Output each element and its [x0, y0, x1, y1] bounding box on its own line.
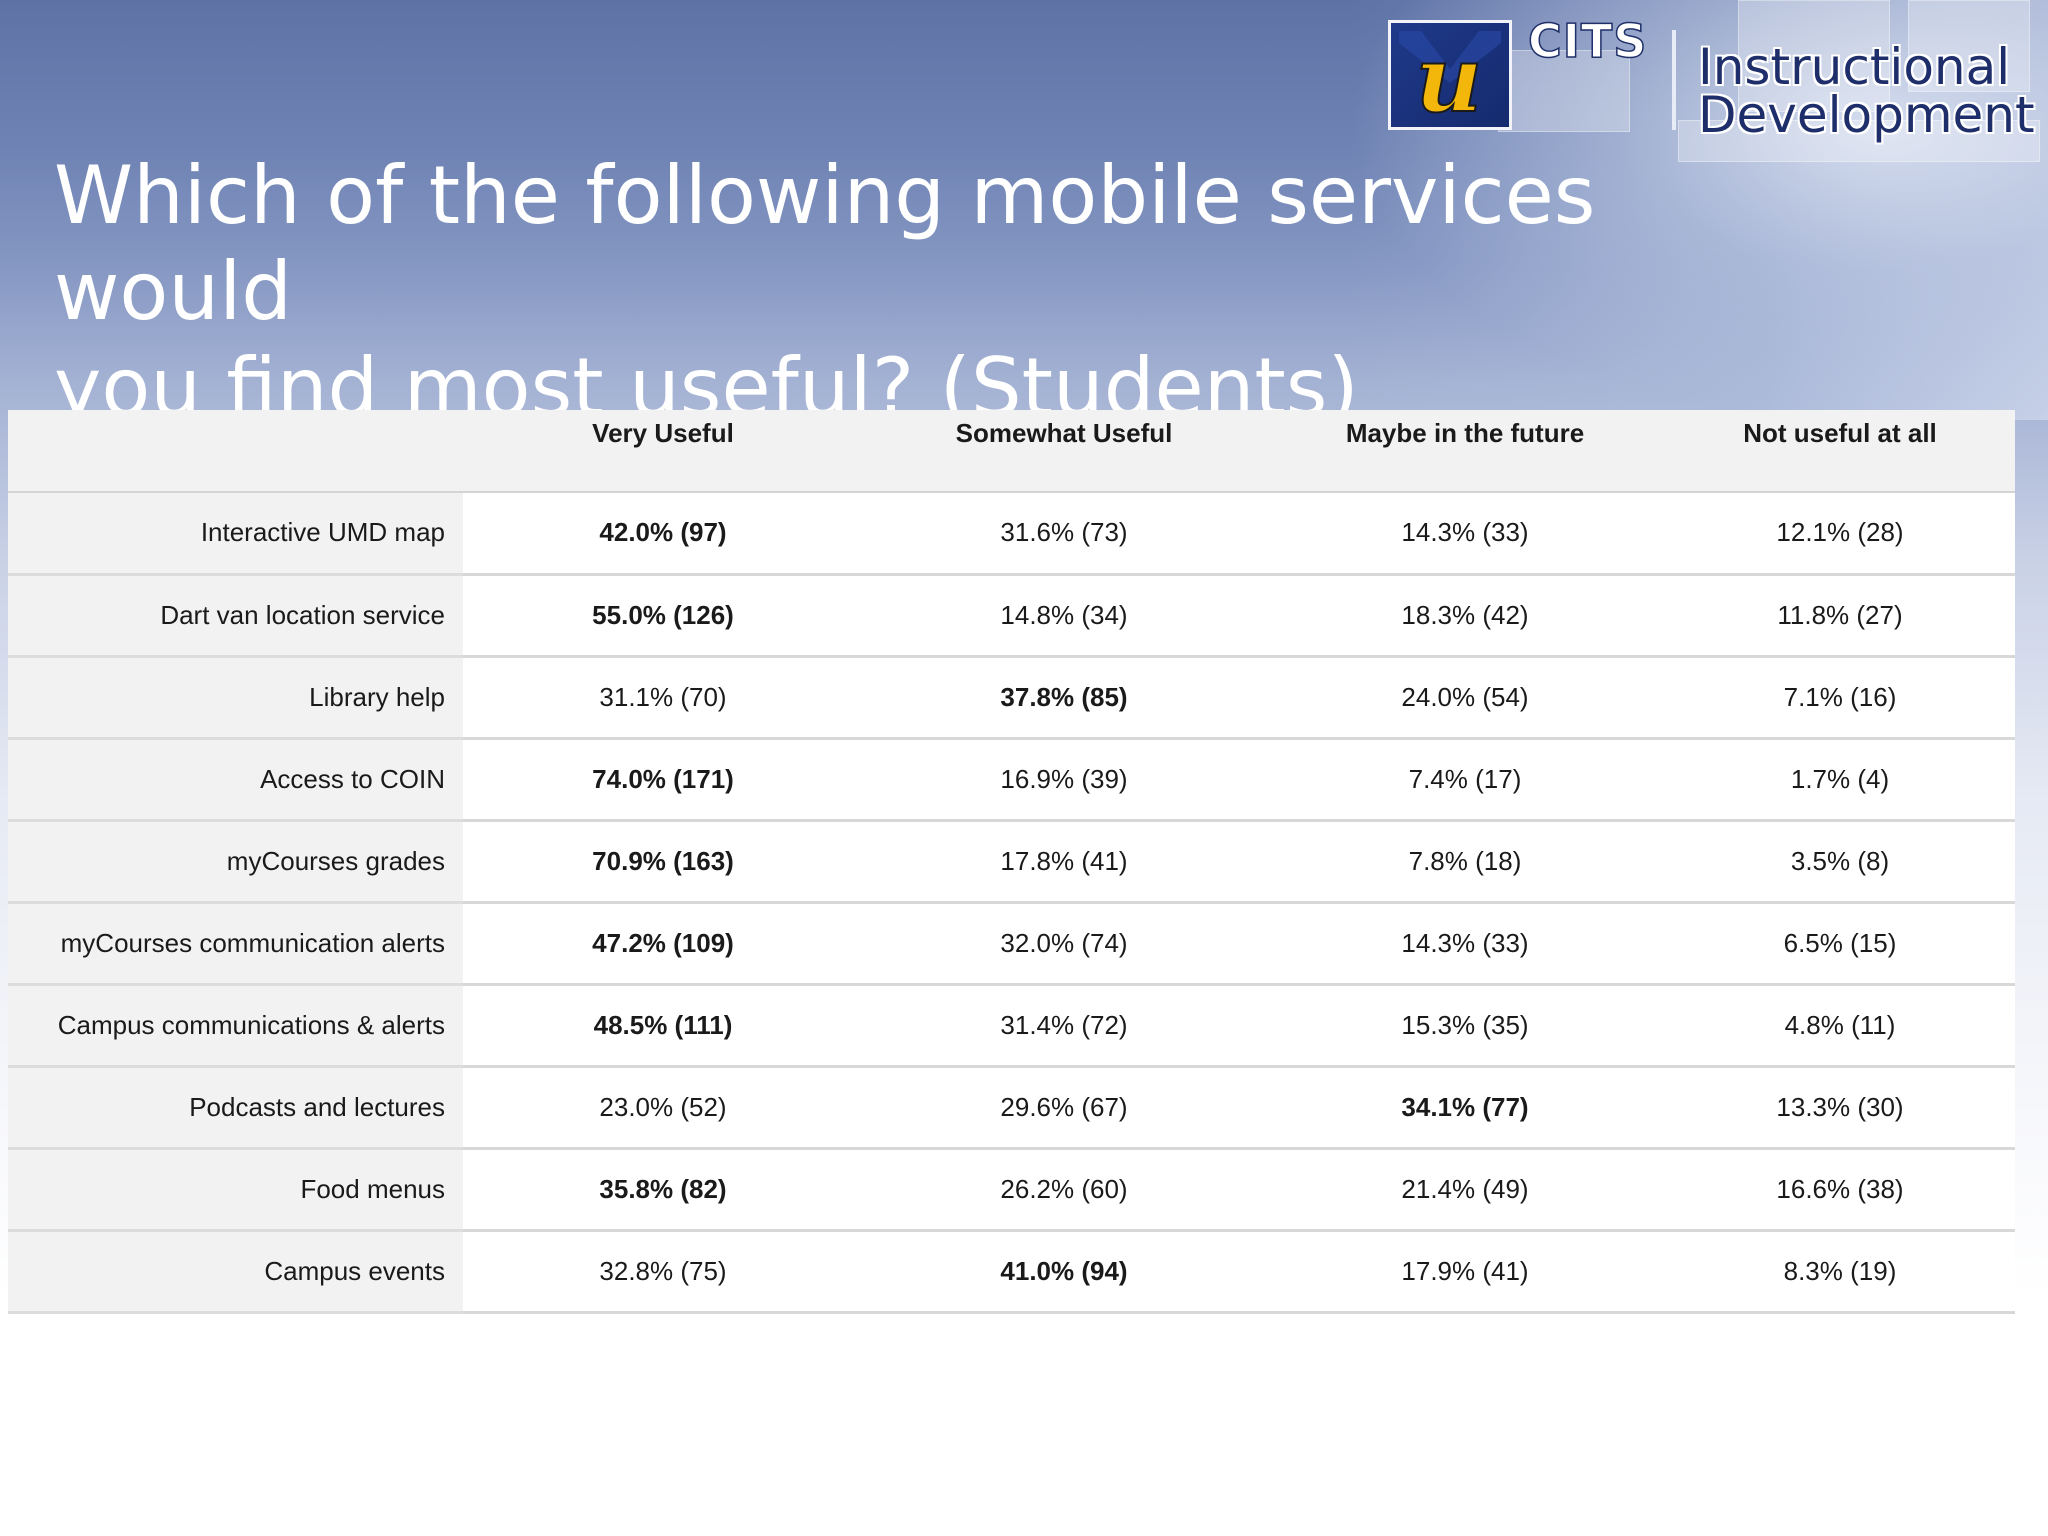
- logo-divider: [1672, 30, 1676, 130]
- photo-monitor-shape: [1738, 0, 1890, 112]
- table-cell: 14.3% (33): [1265, 902, 1665, 986]
- row-label: Dart van location service: [8, 574, 463, 658]
- row-label: Access to COIN: [8, 738, 463, 822]
- table-cell: 6.5% (15): [1665, 902, 2015, 986]
- table-cell: 70.9% (163): [463, 820, 863, 904]
- photo-desk-shape: [1678, 120, 2040, 162]
- column-header: Maybe in the future: [1265, 410, 1665, 493]
- table-cell: 11.8% (27): [1665, 574, 2015, 658]
- column-header: [8, 410, 463, 493]
- header-background-photo: [1348, 0, 2048, 420]
- table-cell: 14.3% (33): [1265, 492, 1665, 576]
- table-cell: 14.8% (34): [863, 574, 1265, 658]
- table-row: Access to COIN 74.0% (171) 16.9% (39) 7.…: [8, 738, 2015, 822]
- table-row: myCourses grades 70.9% (163) 17.8% (41) …: [8, 820, 2015, 904]
- table-cell: 8.3% (19): [1665, 1230, 2015, 1314]
- row-label: Interactive UMD map: [8, 492, 463, 576]
- table-row: Food menus 35.8% (82) 26.2% (60) 21.4% (…: [8, 1148, 2015, 1232]
- table-cell: 42.0% (97): [463, 492, 863, 576]
- table-cell: 7.4% (17): [1265, 738, 1665, 822]
- row-label: myCourses communication alerts: [8, 902, 463, 986]
- table-cell: 16.6% (38): [1665, 1148, 2015, 1232]
- logo-brand-text: CITS: [1527, 13, 1648, 69]
- table-row: Campus communications & alerts 48.5% (11…: [8, 984, 2015, 1068]
- row-label: myCourses grades: [8, 820, 463, 904]
- column-header: Very Useful: [463, 410, 863, 493]
- table-cell: 24.0% (54): [1265, 656, 1665, 740]
- table-row: Library help 31.1% (70) 37.8% (85) 24.0%…: [8, 656, 2015, 740]
- slide-title: Which of the following mobile services w…: [54, 148, 1754, 436]
- table-cell: 12.1% (28): [1665, 492, 2015, 576]
- photo-monitor-shape: [1908, 0, 2030, 92]
- umd-logo: u: [1388, 20, 1512, 130]
- table-cell: 31.1% (70): [463, 656, 863, 740]
- table-cell: 3.5% (8): [1665, 820, 2015, 904]
- row-label: Campus communications & alerts: [8, 984, 463, 1068]
- table-cell: 74.0% (171): [463, 738, 863, 822]
- table-cell: 23.0% (52): [463, 1066, 863, 1150]
- table-header-row: Very Useful Somewhat Useful Maybe in the…: [8, 410, 2015, 493]
- table-row: Podcasts and lectures 23.0% (52) 29.6% (…: [8, 1066, 2015, 1150]
- table-cell: 17.8% (41): [863, 820, 1265, 904]
- table-cell: 29.6% (67): [863, 1066, 1265, 1150]
- table-cell: 41.0% (94): [863, 1230, 1265, 1314]
- logo-letter: u: [1416, 25, 1483, 127]
- logo-line-instructional: Instructional: [1698, 38, 2011, 96]
- table-cell: 16.9% (39): [863, 738, 1265, 822]
- row-label: Library help: [8, 656, 463, 740]
- table-cell: 32.0% (74): [863, 902, 1265, 986]
- table-cell: 32.8% (75): [463, 1230, 863, 1314]
- table-cell: 47.2% (109): [463, 902, 863, 986]
- table-cell: 48.5% (111): [463, 984, 863, 1068]
- table-row: Campus events 32.8% (75) 41.0% (94) 17.9…: [8, 1230, 2015, 1314]
- row-label: Podcasts and lectures: [8, 1066, 463, 1150]
- column-header: Somewhat Useful: [863, 410, 1265, 493]
- logo-line-development: Development: [1698, 86, 2035, 144]
- column-header: Not useful at all: [1665, 410, 2015, 493]
- table-cell: 7.8% (18): [1265, 820, 1665, 904]
- table-cell: 34.1% (77): [1265, 1066, 1665, 1150]
- table-cell: 55.0% (126): [463, 574, 863, 658]
- table-cell: 31.6% (73): [863, 492, 1265, 576]
- table-cell: 37.8% (85): [863, 656, 1265, 740]
- table-cell: 26.2% (60): [863, 1148, 1265, 1232]
- table-cell: 35.8% (82): [463, 1148, 863, 1232]
- row-label: Campus events: [8, 1230, 463, 1314]
- table-cell: 1.7% (4): [1665, 738, 2015, 822]
- row-label: Food menus: [8, 1148, 463, 1232]
- survey-results-table: Very Useful Somewhat Useful Maybe in the…: [8, 410, 2015, 1314]
- table-cell: 31.4% (72): [863, 984, 1265, 1068]
- umd-logo-glyph: u: [1399, 24, 1501, 127]
- table-cell: 13.3% (30): [1665, 1066, 2015, 1150]
- table-row: Dart van location service 55.0% (126) 14…: [8, 574, 2015, 658]
- table-cell: 18.3% (42): [1265, 574, 1665, 658]
- table-cell: 4.8% (11): [1665, 984, 2015, 1068]
- table-row: Interactive UMD map 42.0% (97) 31.6% (73…: [8, 492, 2015, 576]
- table-cell: 7.1% (16): [1665, 656, 2015, 740]
- slide-title-line-1: Which of the following mobile services w…: [54, 149, 1596, 338]
- table-cell: 21.4% (49): [1265, 1148, 1665, 1232]
- table-cell: 17.9% (41): [1265, 1230, 1665, 1314]
- table-row: myCourses communication alerts 47.2% (10…: [8, 902, 2015, 986]
- table-cell: 15.3% (35): [1265, 984, 1665, 1068]
